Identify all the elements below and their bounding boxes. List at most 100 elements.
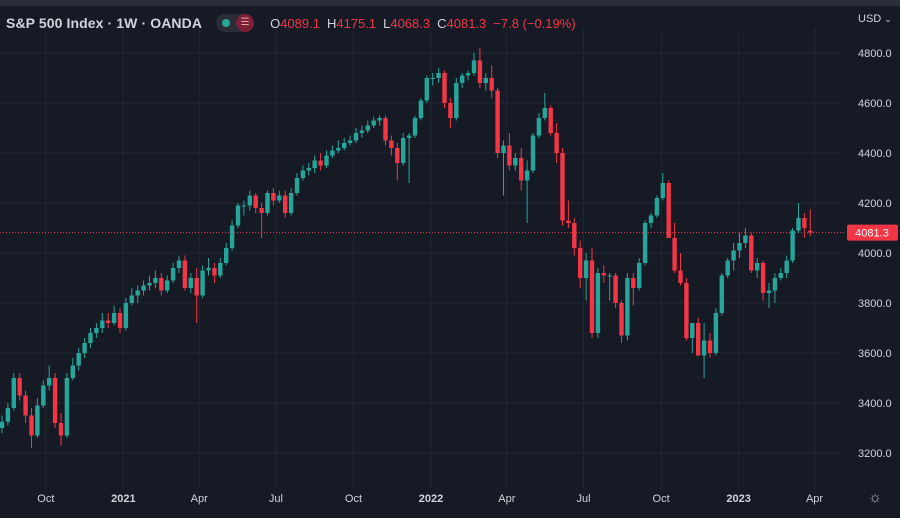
chart-legend-header: S&P 500 Index · 1W · OANDA ☰ O4089.1 H41…: [6, 13, 576, 33]
gear-icon[interactable]: ☼: [868, 489, 882, 506]
candle: [808, 209, 813, 236]
time-tick-label: Apr: [498, 493, 515, 505]
candle-body: [536, 118, 542, 136]
candle: [312, 155, 317, 173]
time-tick-label: 2021: [111, 493, 135, 505]
candle-body: [359, 130, 365, 133]
candle: [159, 273, 164, 296]
candle-body: [572, 223, 577, 248]
symbol-title[interactable]: S&P 500 Index · 1W · OANDA: [6, 15, 203, 31]
candle-body: [454, 83, 459, 118]
candle: [572, 218, 577, 256]
candle-body: [631, 278, 636, 288]
candle: [507, 133, 512, 171]
candle: [401, 133, 406, 166]
candle: [47, 365, 52, 391]
candle-body: [619, 303, 624, 336]
candle-body: [430, 78, 435, 79]
candle-body: [300, 170, 306, 178]
time-axis: Oct 2021 Apr Jul Oct 2022 Apr Jul Oct 2023 Apr: [37, 493, 823, 505]
candle-body: [731, 250, 736, 261]
candle-body: [719, 275, 724, 313]
ohlc-open: O4089.1: [270, 15, 320, 31]
chart-style-toggle-icon[interactable]: ☰: [216, 14, 255, 32]
candle-body: [560, 153, 565, 221]
candle-body: [165, 280, 170, 291]
candle-body: [678, 270, 683, 283]
candle: [442, 70, 447, 108]
candle-body: [271, 193, 276, 201]
candle-body: [448, 103, 453, 118]
candle: [548, 105, 553, 136]
candle: [353, 128, 359, 143]
candle-body: [194, 278, 199, 296]
candle: [176, 255, 182, 273]
candle-body: [11, 378, 16, 408]
candle: [760, 260, 766, 301]
currency-selector[interactable]: USD ⌄: [858, 13, 892, 25]
candle-body: [288, 193, 294, 213]
candle-body: [52, 378, 58, 423]
last-price-tag-bg: [847, 224, 898, 241]
candle-body: [513, 158, 518, 166]
candle: [141, 280, 146, 296]
candle: [731, 243, 736, 271]
candle-body: [401, 138, 406, 163]
candle: [194, 268, 199, 323]
candle-body: [589, 260, 595, 333]
candle: [212, 263, 217, 283]
candle-body: [578, 248, 583, 278]
candle: [583, 253, 589, 301]
candle-body: [389, 140, 394, 148]
candle: [430, 73, 435, 86]
candle: [17, 373, 22, 401]
candle-body: [5, 408, 11, 422]
price-tick-label: 4400.0: [858, 148, 892, 160]
candle-body: [283, 195, 288, 213]
candle: [625, 273, 630, 341]
candle: [436, 68, 441, 83]
candle: [88, 328, 93, 348]
candle-body: [123, 303, 129, 328]
candle: [725, 258, 730, 278]
candle: [601, 265, 606, 283]
candle: [271, 188, 276, 206]
candle: [318, 153, 323, 171]
candle: [524, 160, 530, 223]
candle: [365, 120, 370, 133]
candle-body: [465, 73, 471, 76]
candle: [542, 93, 547, 121]
time-tick-label: Oct: [653, 493, 670, 505]
candle: [224, 243, 229, 266]
candle: [235, 203, 241, 228]
candle-body: [200, 270, 205, 296]
candle: [648, 213, 654, 228]
candle: [802, 213, 807, 238]
candle: [218, 258, 223, 278]
candle-body: [595, 273, 601, 333]
candle: [241, 200, 247, 216]
candle-body: [442, 73, 447, 103]
candle-body: [0, 421, 5, 428]
candle-body: [64, 378, 70, 436]
candle-body: [206, 268, 211, 271]
candle-body: [170, 268, 176, 281]
candle: [23, 390, 28, 423]
candle-body: [701, 340, 707, 356]
candle: [359, 125, 365, 138]
candle: [796, 203, 801, 233]
candle: [642, 220, 648, 266]
candle: [100, 313, 105, 333]
candle-body: [111, 313, 117, 323]
candle: [70, 358, 75, 381]
last-price-tag-label: 4081.3: [855, 228, 889, 240]
candle: [395, 143, 400, 181]
candle: [165, 275, 170, 293]
candle-body: [294, 178, 300, 193]
candle-body: [35, 405, 40, 436]
candle: [772, 273, 778, 303]
candle-body: [749, 235, 754, 271]
candle-body: [159, 278, 164, 291]
time-tick-label: 2023: [726, 493, 750, 505]
